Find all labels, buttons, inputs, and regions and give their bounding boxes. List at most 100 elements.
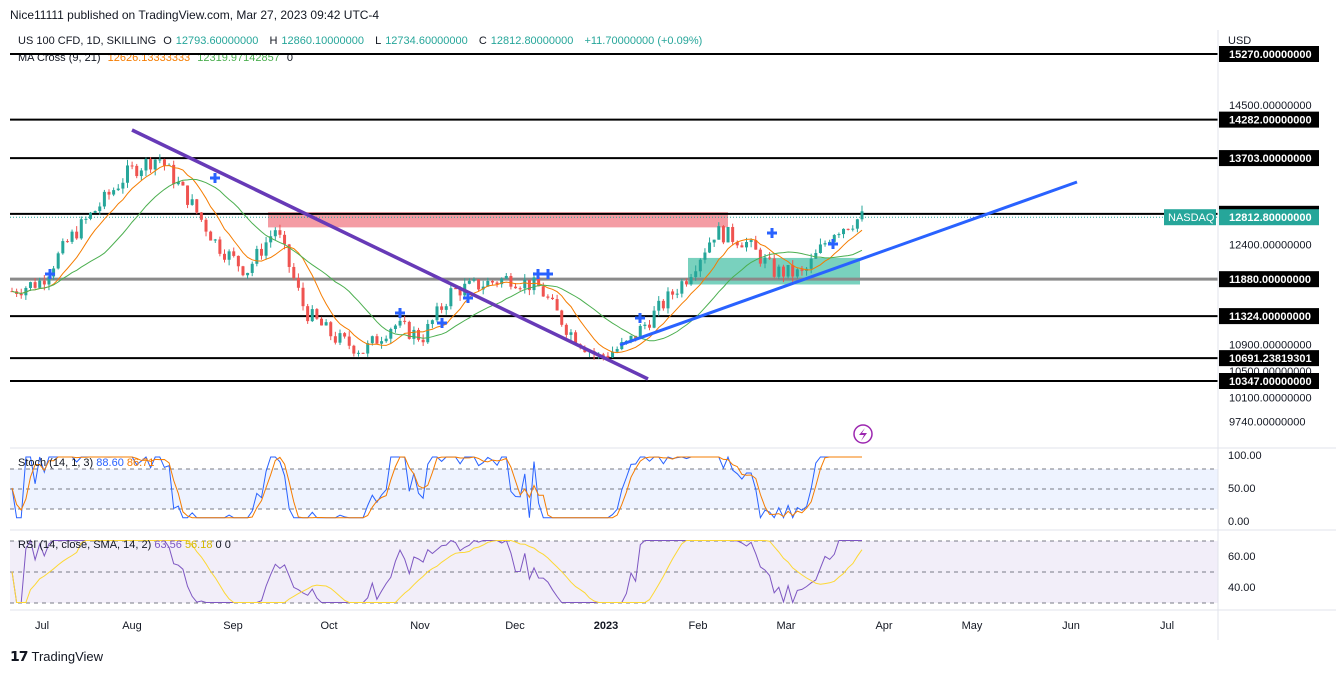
candle-body (287, 244, 291, 267)
candle-body (842, 228, 846, 235)
ascending-trendline (619, 180, 1078, 347)
price-label-box (1219, 271, 1319, 288)
candle (144, 157, 148, 177)
candle (84, 216, 88, 224)
candle-body (333, 336, 337, 343)
candle-body (684, 281, 688, 285)
candle-body (564, 324, 568, 335)
candle-body (527, 279, 531, 291)
candle-body (356, 352, 360, 354)
candle (236, 255, 240, 272)
candle-body (89, 212, 93, 219)
candle-body (56, 253, 60, 269)
candle-body (107, 191, 111, 195)
candle-body (777, 266, 781, 277)
candle-body (259, 248, 263, 256)
candle (504, 273, 508, 280)
candle (352, 344, 356, 357)
candle (56, 251, 60, 270)
nasdaq-tag-box (1164, 209, 1216, 226)
candle (33, 278, 37, 289)
candle-body (574, 332, 578, 345)
stoch-legend: Stoch (14, 1, 3) 88.60 86.71 (18, 457, 154, 469)
candle-body (236, 255, 240, 267)
candle (287, 243, 291, 273)
candle-body (814, 252, 818, 259)
candle-body (477, 279, 481, 290)
candle-body (389, 329, 393, 339)
candle (273, 227, 277, 241)
candle-body (47, 276, 51, 285)
rsi-axis-label: 40.00 (1228, 582, 1256, 594)
candle-body (204, 219, 208, 232)
candle (851, 225, 855, 232)
candle (28, 281, 32, 291)
symbol-name: US 100 CFD, 1D, SKILLING (18, 35, 157, 47)
candle (795, 268, 799, 279)
candle-body (380, 341, 384, 344)
candle (754, 235, 758, 250)
candle-body (495, 282, 499, 285)
stoch-axis-label: 0.00 (1228, 516, 1249, 528)
candle-body (745, 241, 749, 248)
ma-fast-line (11, 165, 863, 354)
candle-body (310, 309, 314, 322)
candle-body (444, 306, 448, 310)
candle (749, 238, 753, 248)
candle (98, 202, 102, 215)
candle-body (195, 199, 199, 213)
candle-body (550, 297, 554, 300)
candle (259, 243, 263, 260)
candle (855, 218, 859, 233)
candle-body (481, 286, 485, 290)
candle (227, 249, 231, 266)
time-axis-label: Mar (777, 620, 796, 632)
candle (301, 282, 305, 311)
candle (657, 296, 661, 317)
candle-body (615, 349, 619, 352)
candle (726, 226, 730, 243)
candle-body (28, 282, 32, 288)
candle (320, 316, 324, 326)
tradingview-logo[interactable]: 𝟭𝟳 TradingView (10, 648, 103, 665)
candle-body (403, 320, 407, 322)
candle-body (375, 336, 379, 344)
candle-body (648, 324, 651, 328)
publisher-line: Nice11111 published on TradingView.com, … (10, 8, 380, 22)
candle (421, 334, 425, 346)
candle-body (694, 271, 698, 278)
candle (264, 236, 268, 260)
candle-body (84, 218, 88, 220)
candle-body (144, 159, 148, 171)
price-label: 9740.00000000 (1229, 416, 1305, 428)
candle-body (467, 280, 471, 284)
candle (694, 265, 698, 281)
candle-body (250, 263, 254, 273)
candle (310, 305, 314, 323)
candle-body (52, 268, 56, 277)
candle (139, 168, 143, 181)
time-axis-label: Aug (122, 620, 142, 632)
candle (717, 222, 721, 240)
candle-body (255, 248, 259, 264)
candle-body (130, 165, 134, 167)
candle (786, 265, 790, 279)
time-axis-label: Jun (1062, 620, 1080, 632)
price-label: 14500.00000000 (1229, 100, 1312, 112)
candle (250, 261, 254, 277)
candle-body (338, 333, 342, 343)
candle-body (181, 181, 185, 186)
time-axis-label: Feb (689, 620, 708, 632)
candle (218, 236, 222, 257)
ma-cross-marker (533, 269, 543, 279)
candle-body (453, 288, 457, 290)
candle-body (75, 231, 79, 239)
candle (666, 287, 670, 314)
candle-body (227, 251, 231, 260)
candle-body (749, 240, 753, 242)
candle-body (430, 320, 434, 325)
candle-body (361, 352, 365, 354)
candle (195, 198, 199, 215)
candle-body (837, 234, 841, 236)
